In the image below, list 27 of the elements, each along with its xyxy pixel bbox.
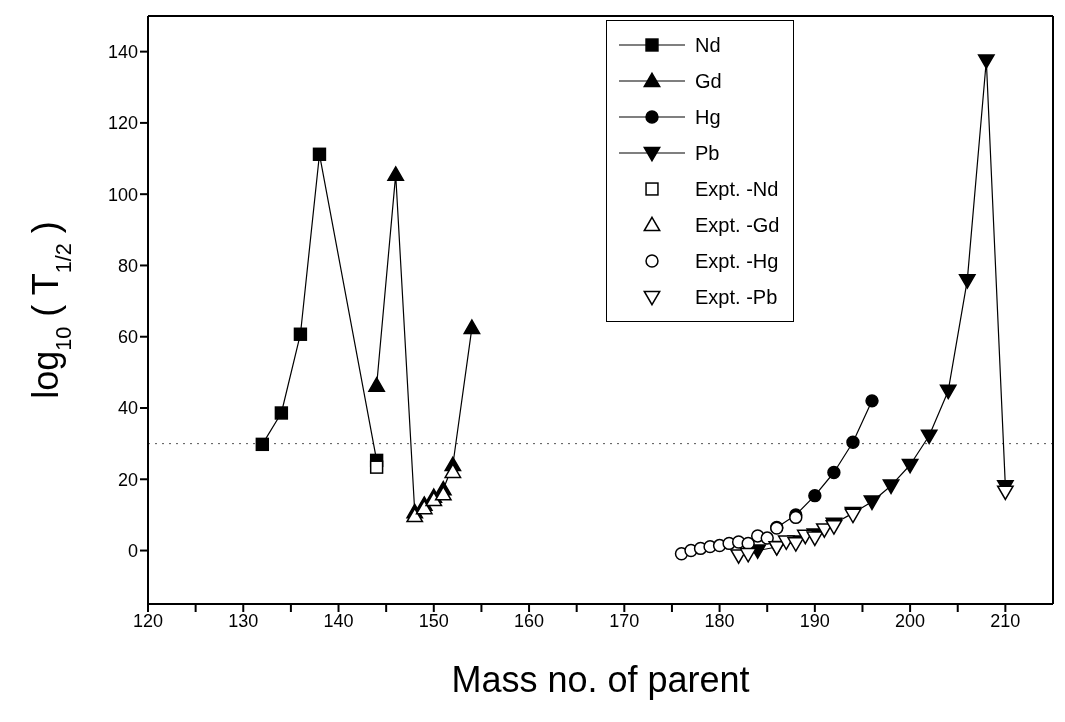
y-tick-label: 40 [117,398,138,419]
y-tick-label: 0 [127,540,138,561]
y-tick-label: 140 [107,42,138,63]
y-tick-label: 80 [117,255,138,276]
x-tick-label: 150 [418,610,449,631]
y-tick-label: 120 [107,113,138,134]
x-tick-label: 210 [990,610,1021,631]
legend-label: Nd [695,33,721,57]
legend-label: Expt. -Gd [695,213,780,237]
x-tick-label: 200 [895,610,926,631]
x-tick-label: 190 [799,610,830,631]
legend-label: Expt. -Pb [695,285,778,309]
legend-label: Hg [695,105,721,129]
legend-label: Pb [695,141,720,165]
y-tick-label: 60 [117,327,138,348]
x-tick-label: 170 [609,610,640,631]
legend-label: Expt. -Hg [695,249,779,273]
x-tick-label: 130 [228,610,259,631]
x-tick-label: 140 [323,610,354,631]
x-axis-title: Mass no. of parent [451,659,750,700]
y-tick-label: 100 [107,184,138,205]
legend-label: Gd [695,69,722,93]
x-tick-label: 160 [514,610,545,631]
y-tick-label: 20 [117,469,138,490]
legend-label: Expt. -Nd [695,177,779,201]
x-tick-label: 180 [704,610,735,631]
x-tick-label: 120 [132,610,164,631]
